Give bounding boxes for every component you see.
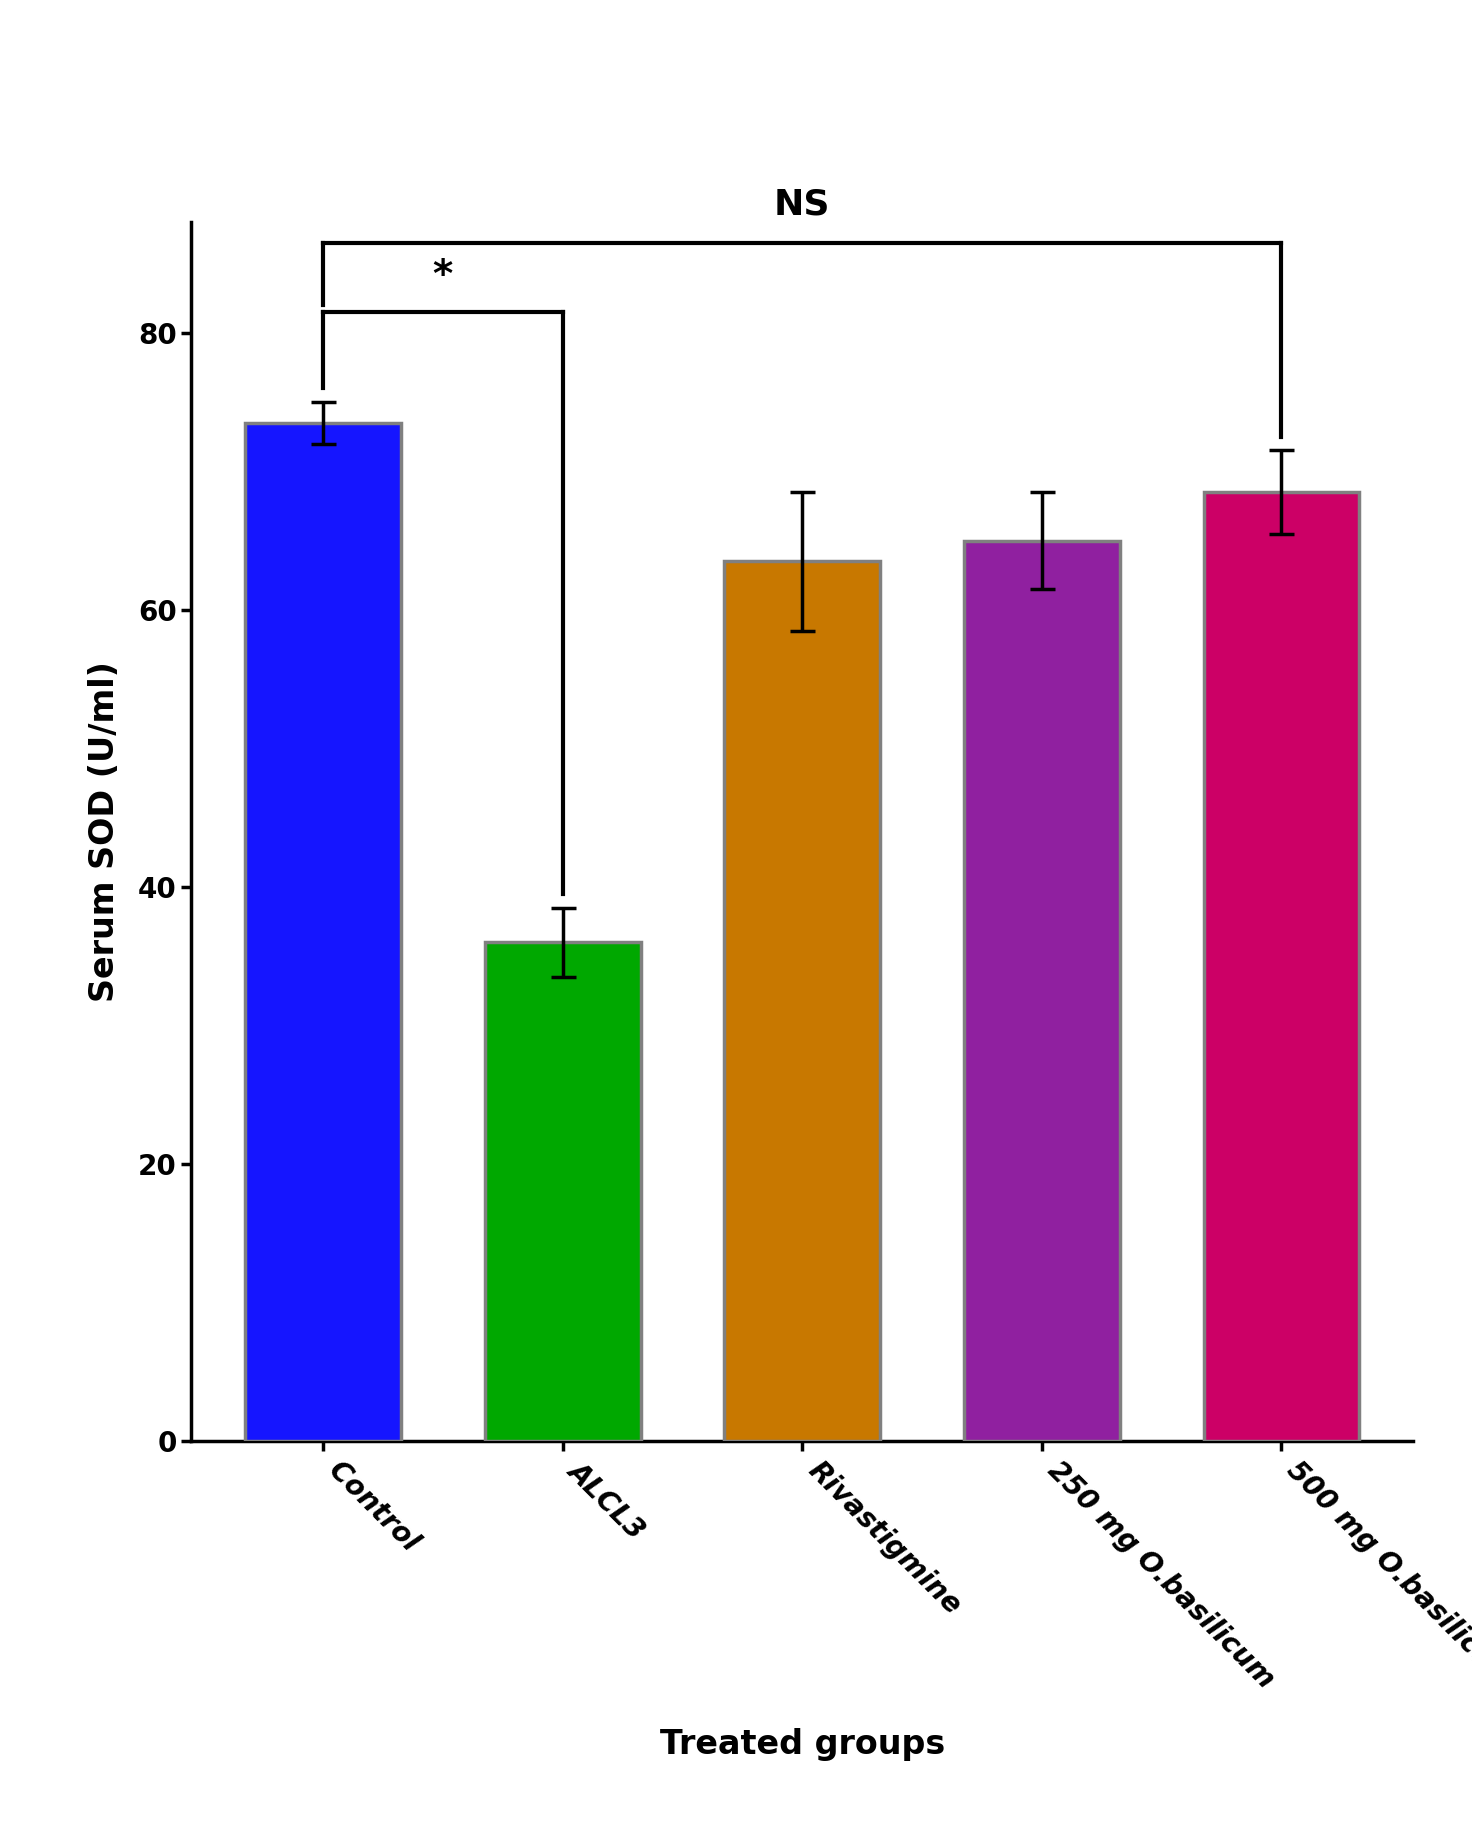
Bar <box>1204 492 1359 1441</box>
Bar <box>724 562 880 1441</box>
Bar <box>964 540 1120 1441</box>
X-axis label: Treated groups: Treated groups <box>659 1728 945 1761</box>
Y-axis label: Serum SOD (U/ml): Serum SOD (U/ml) <box>88 662 121 1002</box>
Bar <box>246 423 400 1441</box>
Text: *: * <box>433 257 453 296</box>
Bar <box>484 942 640 1441</box>
Text: NS: NS <box>774 188 830 222</box>
